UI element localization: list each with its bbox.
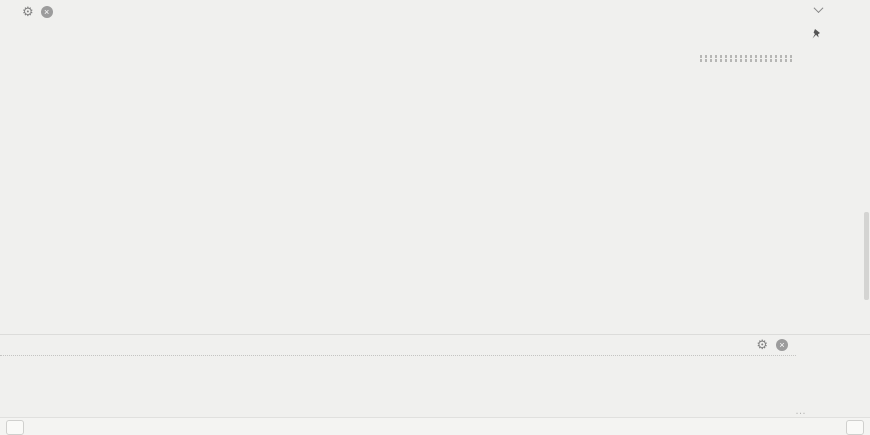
- pin-icon[interactable]: [811, 28, 822, 40]
- scrollbar-thumb[interactable]: [864, 212, 869, 300]
- vol-gear-icon[interactable]: ⚙: [756, 337, 768, 352]
- chart-header: ⚙ ×: [8, 5, 105, 18]
- scroll-right-button[interactable]: [846, 420, 864, 435]
- gear-icon[interactable]: ⚙: [22, 4, 34, 19]
- volume-chart[interactable]: [0, 357, 796, 408]
- time-x-axis: [0, 417, 870, 435]
- scroll-left-button[interactable]: [6, 420, 24, 435]
- volume-separator: [0, 355, 796, 356]
- vol-close-icon[interactable]: ×: [776, 338, 788, 351]
- close-icon[interactable]: ×: [40, 5, 53, 18]
- ma-settings-button[interactable]: [810, 3, 824, 14]
- drag-handle[interactable]: [700, 55, 792, 63]
- minimap-ellipsis: …: [795, 405, 806, 417]
- price-chart[interactable]: [0, 50, 796, 335]
- minimap-strip[interactable]: [0, 407, 810, 417]
- pane-divider: [0, 334, 870, 335]
- chevron-down-icon: [813, 3, 824, 14]
- volume-tools: ⚙ ×: [740, 338, 788, 351]
